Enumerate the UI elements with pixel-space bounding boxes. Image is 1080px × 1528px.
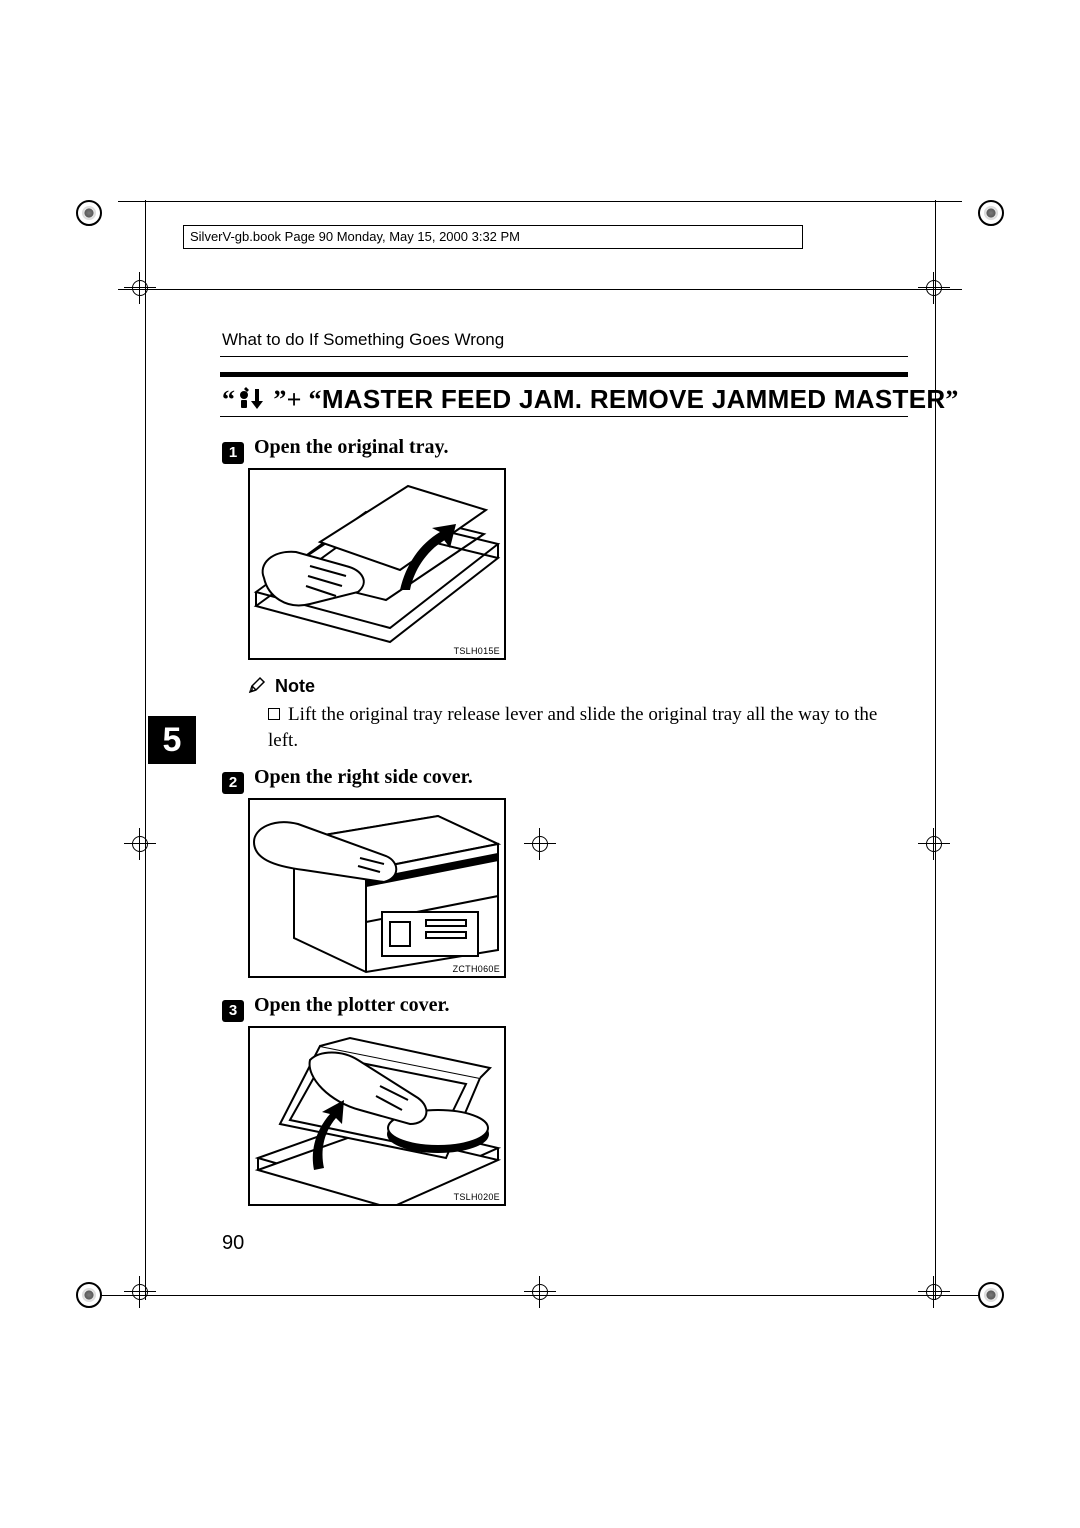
- running-header-rule: [220, 356, 908, 357]
- note-heading: Note: [248, 676, 315, 697]
- title-quote-open: “: [222, 385, 235, 414]
- step-number-badge: 3: [222, 1000, 244, 1022]
- note-body: Lift the original tray release lever and…: [268, 702, 908, 754]
- file-header-text: SilverV-gb.book Page 90 Monday, May 15, …: [190, 229, 520, 244]
- figure-3-illustration: [250, 1028, 504, 1204]
- registration-target-icon: [130, 278, 150, 298]
- step-3-title: Open the plotter cover.: [254, 994, 450, 1016]
- title-rule-thick: [220, 372, 908, 377]
- registration-target-icon: [924, 834, 944, 854]
- page-number: 90: [222, 1232, 244, 1255]
- jam-location-icon: [237, 387, 271, 411]
- note-text: Lift the original tray release lever and…: [268, 704, 877, 751]
- crop-line: [118, 201, 962, 202]
- note-label: Note: [275, 676, 315, 696]
- title-middle: ”+ “: [273, 385, 322, 414]
- step-number-badge: 1: [222, 442, 244, 464]
- figure-1-illustration: [250, 470, 504, 658]
- pencil-icon: [248, 676, 266, 694]
- figure-1: TSLH015E: [248, 468, 506, 660]
- step-3: 3 Open the plotter cover.: [222, 994, 450, 1022]
- step-number-badge: 2: [222, 772, 244, 794]
- crop-line: [145, 200, 146, 1300]
- chapter-tab: 5: [148, 716, 196, 764]
- step-1-title: Open the original tray.: [254, 436, 448, 458]
- figure-3: TSLH020E: [248, 1026, 506, 1206]
- step-1: 1 Open the original tray.: [222, 436, 448, 464]
- page: SilverV-gb.book Page 90 Monday, May 15, …: [0, 0, 1080, 1528]
- registration-target-icon: [924, 1282, 944, 1302]
- title-main: MASTER FEED JAM. REMOVE JAMMED MASTER: [322, 384, 946, 414]
- figure-2: ZCTH060E: [248, 798, 506, 978]
- registration-target-icon: [130, 834, 150, 854]
- figure-2-code: ZCTH060E: [453, 964, 500, 974]
- figure-3-code: TSLH020E: [454, 1192, 500, 1202]
- crop-line: [935, 200, 936, 1300]
- registration-target-icon: [924, 278, 944, 298]
- crop-line: [118, 289, 962, 290]
- figure-1-code: TSLH015E: [454, 646, 500, 656]
- running-header: What to do If Something Goes Wrong: [222, 330, 504, 350]
- file-header-box: SilverV-gb.book Page 90 Monday, May 15, …: [183, 225, 803, 249]
- figure-2-illustration: [250, 800, 504, 976]
- page-title: “ ”+ “MASTER FEED JAM. REMOVE JAMMED MAST…: [222, 384, 959, 415]
- step-2: 2 Open the right side cover.: [222, 766, 473, 794]
- registration-target-icon: [530, 1282, 550, 1302]
- note-bullet-icon: [268, 708, 280, 720]
- title-rule-thin: [220, 416, 908, 417]
- registration-target-icon: [530, 834, 550, 854]
- title-quote-close: ”: [945, 385, 958, 414]
- step-2-title: Open the right side cover.: [254, 766, 473, 788]
- registration-target-icon: [130, 1282, 150, 1302]
